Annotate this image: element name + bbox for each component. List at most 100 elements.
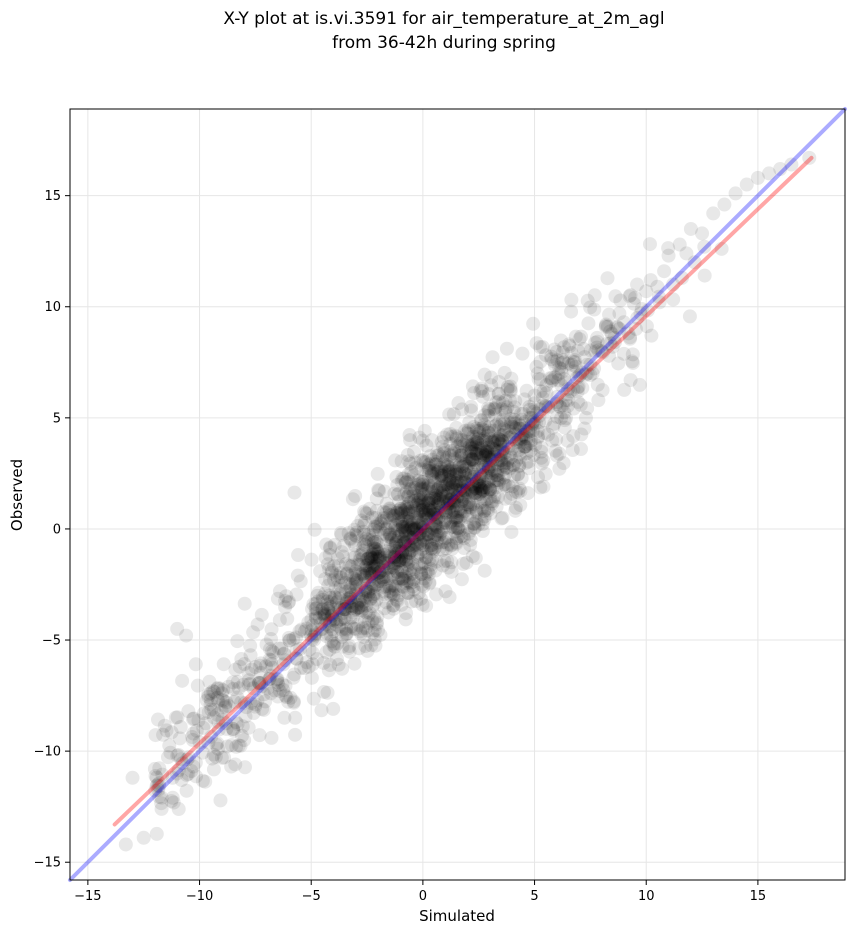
data-point [373,516,388,531]
data-point [503,411,518,426]
data-point [431,464,446,479]
data-point [389,592,404,607]
data-point [165,770,180,785]
data-point [395,520,410,535]
data-point [513,450,528,465]
data-point [595,345,610,360]
data-point [580,401,595,416]
data-point [547,358,562,373]
data-point [554,378,569,393]
data-point [185,729,200,744]
data-point [540,399,555,414]
data-point [252,658,267,673]
data-point [258,659,273,674]
data-point [406,444,421,459]
data-point [534,444,549,459]
data-point [221,699,236,714]
data-point [548,370,563,385]
data-point [549,344,564,359]
data-point [214,750,229,765]
data-point [431,542,446,557]
data-point [446,407,461,422]
data-point [455,439,470,454]
data-point [326,572,341,587]
data-point [588,344,603,359]
data-point [485,350,500,365]
data-point [289,643,304,658]
data-point [427,522,442,537]
data-point [422,576,437,591]
data-point [405,531,420,546]
data-point [426,466,441,481]
data-point [451,521,466,536]
data-point [430,496,445,511]
data-point [460,520,475,535]
data-point [174,752,189,767]
data-point [575,380,590,395]
data-point [465,379,480,394]
data-point [282,633,297,648]
data-point [361,584,376,599]
data-point [503,491,518,506]
data-point [328,568,343,583]
data-point [379,532,394,547]
data-point [603,336,618,351]
data-point [553,333,568,348]
data-point [469,479,484,494]
data-point [420,564,435,579]
data-point [481,465,496,480]
data-point [214,686,229,701]
data-point [297,624,312,639]
data-point [458,487,473,502]
data-point [474,512,489,527]
data-point [604,326,619,341]
data-point [263,668,278,683]
data-point [536,398,551,413]
data-point [532,415,547,430]
data-point [587,302,602,317]
data-point [433,492,448,507]
data-point [626,296,641,311]
data-point [355,591,370,606]
data-point [496,456,511,471]
data-point [465,549,480,564]
data-point [511,485,526,500]
data-point [418,505,433,520]
data-point [463,484,478,499]
data-point [449,430,464,445]
data-point [478,434,493,449]
data-point [440,553,455,568]
data-point [362,501,377,516]
data-point [443,495,458,510]
data-point [209,737,224,752]
data-point [369,557,384,572]
data-point [363,591,378,606]
data-point [162,738,177,753]
data-point [404,521,419,536]
data-point [525,423,540,438]
data-point [322,588,337,603]
data-point [403,483,418,498]
data-point [445,448,460,463]
data-point [429,520,444,535]
data-point [315,606,330,621]
data-point [320,601,335,616]
data-point [558,375,573,390]
data-point [352,553,367,568]
data-point [211,715,226,730]
data-point [484,370,499,385]
data-point [485,434,500,449]
data-point [248,659,263,674]
data-point [318,572,333,587]
data-point [458,467,473,482]
data-point [338,575,353,590]
data-point [305,602,320,617]
data-point [465,484,480,499]
data-point [413,565,428,580]
data-point [338,557,353,572]
data-point [231,681,246,696]
data-point [287,667,302,682]
data-point [454,448,469,463]
data-point [575,365,590,380]
data-point [407,537,422,552]
